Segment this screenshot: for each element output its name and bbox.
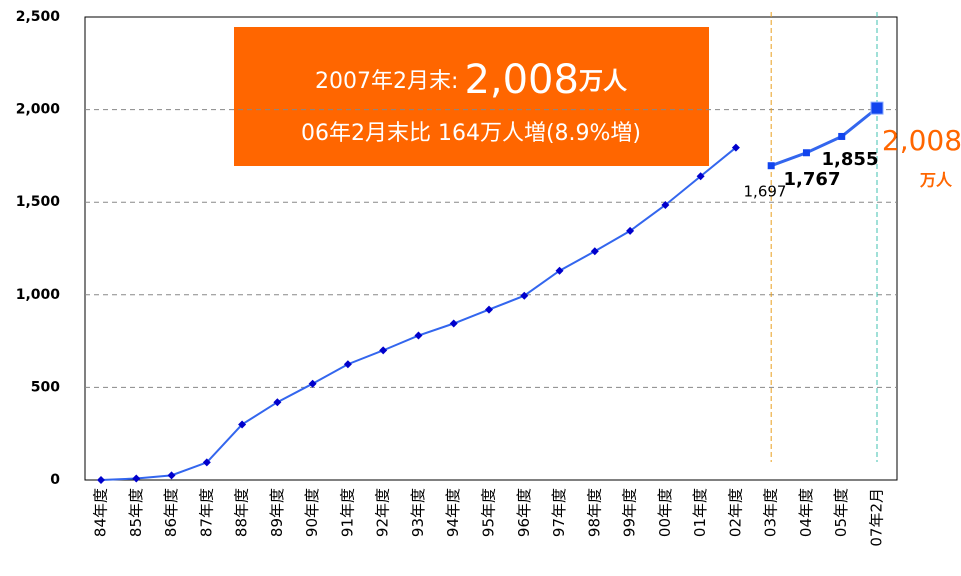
marker — [590, 247, 599, 256]
x-tick-label: 90年度 — [303, 488, 321, 537]
y-tick-label: 1,000 — [16, 287, 61, 303]
marker — [202, 458, 211, 467]
annotation-text: 2007年2月末: — [315, 69, 458, 94]
x-tick-label: 93年度 — [409, 488, 427, 537]
x-tick-label: 91年度 — [338, 488, 356, 537]
y-tick-label: 2,500 — [16, 9, 61, 25]
marker — [449, 319, 458, 328]
marker — [343, 360, 352, 369]
data-unit: 万人 — [919, 171, 953, 190]
marker — [696, 172, 705, 181]
annotation-line1: 2007年2月末: 2,008万人 — [315, 57, 627, 103]
marker — [414, 331, 423, 340]
marker — [767, 162, 775, 170]
series-line — [100, 146, 737, 481]
data-label: 1,767 — [784, 169, 841, 190]
marker — [273, 398, 282, 407]
y-tick-label: 2,000 — [16, 102, 61, 118]
series-line — [770, 106, 878, 168]
data-label: 1,697 — [744, 183, 787, 201]
marker — [520, 291, 529, 300]
marker — [870, 101, 884, 115]
x-tick-label: 86年度 — [162, 488, 180, 537]
x-tick-label: 97年度 — [550, 488, 568, 537]
x-tick-label: 05年度 — [832, 488, 850, 537]
x-tick-label: 87年度 — [197, 488, 215, 537]
x-tick-label: 07年2月 — [868, 488, 886, 547]
annotation-value: 2,008 — [464, 57, 579, 103]
marker — [97, 476, 105, 484]
marker — [308, 379, 317, 388]
marker — [379, 346, 388, 355]
x-tick-label: 96年度 — [515, 488, 533, 537]
y-tick-label: 1,500 — [16, 194, 61, 210]
marker — [802, 149, 810, 157]
annotation-line2: 06年2月末比 164万人増(8.9%増) — [301, 121, 641, 146]
x-tick-label: 92年度 — [374, 488, 392, 537]
y-tick-label: 500 — [31, 379, 60, 395]
marker — [485, 305, 493, 314]
x-tick-label: 02年度 — [726, 488, 744, 537]
y-tick-label: 0 — [50, 472, 60, 488]
x-tick-label: 03年度 — [762, 488, 780, 537]
x-tick-label: 84年度 — [92, 488, 110, 537]
x-tick-label: 85年度 — [127, 488, 145, 537]
data-label: 1,855 — [822, 149, 879, 170]
x-tick-label: 00年度 — [656, 488, 674, 537]
marker — [555, 266, 564, 275]
marker — [132, 474, 141, 483]
x-tick-label: 88年度 — [233, 488, 251, 537]
marker — [238, 420, 247, 429]
x-tick-label: 94年度 — [444, 488, 462, 537]
marker — [626, 226, 635, 235]
x-tick-label: 95年度 — [480, 488, 498, 537]
x-tick-label: 89年度 — [268, 488, 286, 537]
marker — [167, 471, 176, 480]
annotation-box — [234, 27, 709, 166]
annotation-unit: 万人 — [579, 67, 627, 95]
x-tick-label: 98年度 — [585, 488, 603, 537]
marker — [731, 143, 740, 152]
marker — [661, 200, 670, 209]
marker — [838, 132, 846, 140]
plot-frame — [84, 16, 898, 481]
x-tick-label: 99年度 — [621, 488, 639, 537]
x-tick-label: 04年度 — [797, 488, 815, 537]
data-label: 2,008 — [882, 124, 961, 157]
x-tick-label: 01年度 — [691, 488, 709, 537]
